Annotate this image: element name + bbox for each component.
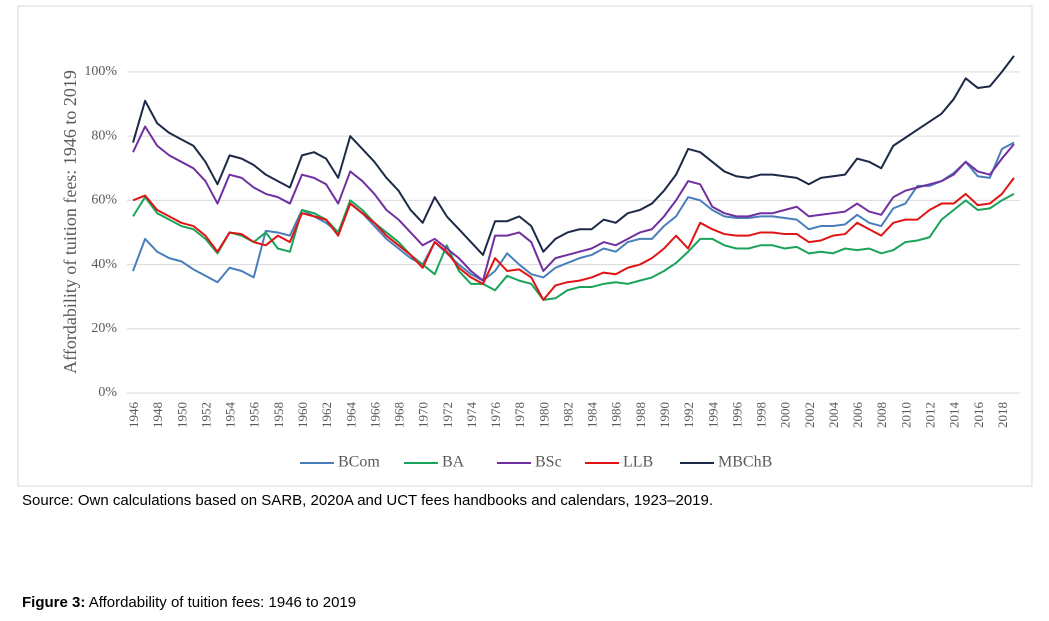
series-line (132, 125, 1015, 282)
y-tick-label: 40% (91, 257, 117, 272)
legend-label: BCom (338, 454, 380, 471)
x-tick-label: 1982 (560, 402, 575, 428)
x-tick-label: 1962 (319, 402, 334, 428)
x-tick-label: 1990 (657, 402, 672, 428)
legend-label: BSc (535, 454, 562, 471)
x-tick-label: 1948 (150, 402, 165, 428)
x-tick-label: 1968 (392, 402, 407, 428)
x-tick-label: 2016 (971, 402, 986, 429)
y-tick-label: 20% (91, 321, 117, 336)
x-tick-label: 1988 (633, 402, 648, 428)
series-line (132, 141, 1015, 284)
y-tick-label: 80% (91, 128, 117, 143)
caption-text: Affordability of tuition fees: 1946 to 2… (88, 594, 357, 611)
x-tick-label: 1974 (464, 402, 479, 429)
x-tick-label: 1966 (367, 402, 382, 429)
legend-label: BA (442, 454, 465, 471)
x-tick-label: 1998 (754, 402, 769, 428)
x-tick-label: 1972 (440, 402, 455, 428)
series-line (132, 193, 1015, 301)
x-tick-label: 1960 (295, 402, 310, 428)
series-line (132, 177, 1015, 301)
x-tick-label: 1952 (198, 402, 213, 428)
x-tick-label: 2008 (874, 402, 889, 428)
y-tick-label: 100% (84, 64, 117, 79)
x-tick-label: 2014 (947, 402, 962, 429)
x-tick-label: 1980 (536, 402, 551, 428)
x-tick-label: 2000 (778, 402, 793, 428)
x-tick-label: 1984 (585, 402, 600, 429)
x-tick-label: 1978 (512, 402, 527, 428)
x-tick-label: 1964 (343, 402, 358, 429)
x-tick-label: 2010 (898, 402, 913, 428)
y-tick-label: 0% (98, 385, 117, 400)
source-note: Source: Own calculations based on SARB, … (22, 492, 714, 509)
figure-label: Figure 3: (22, 594, 86, 611)
x-tick-label: 1946 (126, 402, 141, 429)
x-tick-label: 2004 (826, 402, 841, 429)
x-tick-label: 1996 (729, 402, 744, 429)
x-tick-label: 1970 (416, 402, 431, 428)
series-line (132, 55, 1015, 256)
legend-label: LLB (623, 454, 653, 471)
chart-border (17, 5, 1033, 487)
x-tick-label: 1976 (488, 402, 503, 429)
chart: Affordability of tuition fees: 1946 to 2… (17, 5, 1033, 487)
x-tick-label: 1958 (271, 402, 286, 428)
x-tick-label: 1992 (681, 402, 696, 428)
x-tick-label: 1956 (247, 402, 262, 429)
x-tick-label: 1950 (174, 402, 189, 428)
legend-label: MBChB (718, 454, 772, 471)
x-tick-label: 1954 (223, 402, 238, 429)
x-tick-label: 2012 (922, 402, 937, 428)
y-tick-label: 60% (91, 193, 117, 208)
y-axis-label: Affordability of tuition fees: 1946 to 2… (60, 70, 80, 374)
x-tick-label: 2018 (995, 402, 1010, 428)
figure-caption: Figure 3: Affordability of tuition fees:… (22, 594, 356, 611)
x-tick-label: 2002 (802, 402, 817, 428)
x-tick-label: 2006 (850, 402, 865, 429)
x-tick-label: 1986 (609, 402, 624, 429)
x-tick-label: 1994 (705, 402, 720, 429)
